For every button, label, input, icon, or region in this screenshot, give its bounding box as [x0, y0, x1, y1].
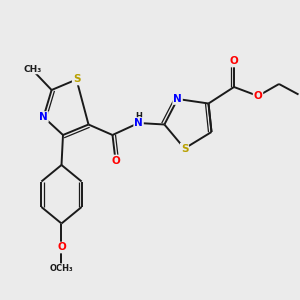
Text: S: S	[181, 143, 188, 154]
Text: O: O	[111, 155, 120, 166]
Text: S: S	[73, 74, 80, 85]
Text: N: N	[173, 94, 182, 104]
Text: O: O	[57, 242, 66, 253]
Text: O: O	[254, 91, 262, 101]
Text: N: N	[134, 118, 143, 128]
Text: OCH₃: OCH₃	[50, 264, 73, 273]
Text: O: O	[230, 56, 238, 67]
Text: N: N	[39, 112, 48, 122]
Text: CH₃: CH₃	[24, 64, 42, 74]
Text: H: H	[135, 112, 142, 121]
